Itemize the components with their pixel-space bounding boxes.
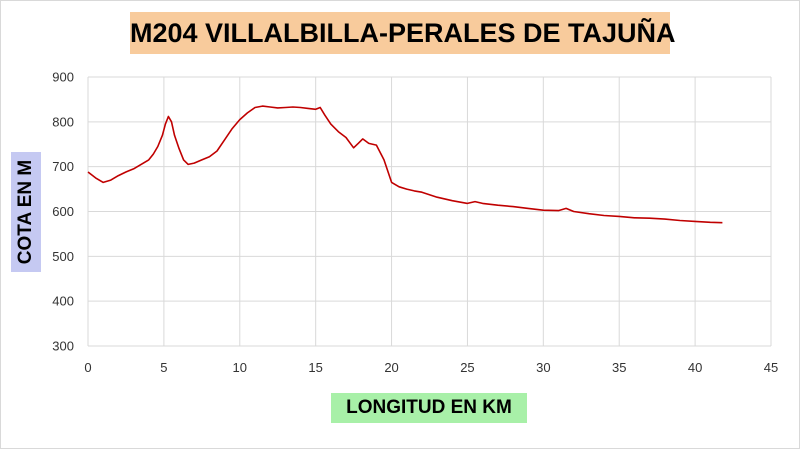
y-tick-label: 400 bbox=[52, 294, 74, 309]
x-tick-label: 0 bbox=[84, 360, 91, 375]
x-tick-label: 35 bbox=[612, 360, 626, 375]
chart-title: M204 VILLALBILLA-PERALES DE TAJUÑA bbox=[130, 12, 676, 54]
x-tick-label: 5 bbox=[160, 360, 167, 375]
y-tick-label: 800 bbox=[52, 114, 74, 129]
y-tick-label: 700 bbox=[52, 159, 74, 174]
x-tick-label: 25 bbox=[460, 360, 474, 375]
x-tick-label: 40 bbox=[688, 360, 702, 375]
x-tick-label: 20 bbox=[384, 360, 398, 375]
y-tick-label: 300 bbox=[52, 339, 74, 354]
x-axis-label: LONGITUD EN KM bbox=[331, 393, 527, 423]
elevation-profile-line bbox=[87, 105, 723, 224]
y-tick-label: 900 bbox=[52, 70, 74, 85]
x-tick-label: 30 bbox=[536, 360, 550, 375]
y-axis-label-background bbox=[11, 152, 41, 272]
y-tick-label: 500 bbox=[52, 249, 74, 264]
y-axis-label: COTA EN M bbox=[15, 159, 36, 265]
x-tick-label: 10 bbox=[233, 360, 247, 375]
x-tick-label: 15 bbox=[308, 360, 322, 375]
y-tick-label: 600 bbox=[52, 204, 74, 219]
x-tick-label: 45 bbox=[764, 360, 778, 375]
